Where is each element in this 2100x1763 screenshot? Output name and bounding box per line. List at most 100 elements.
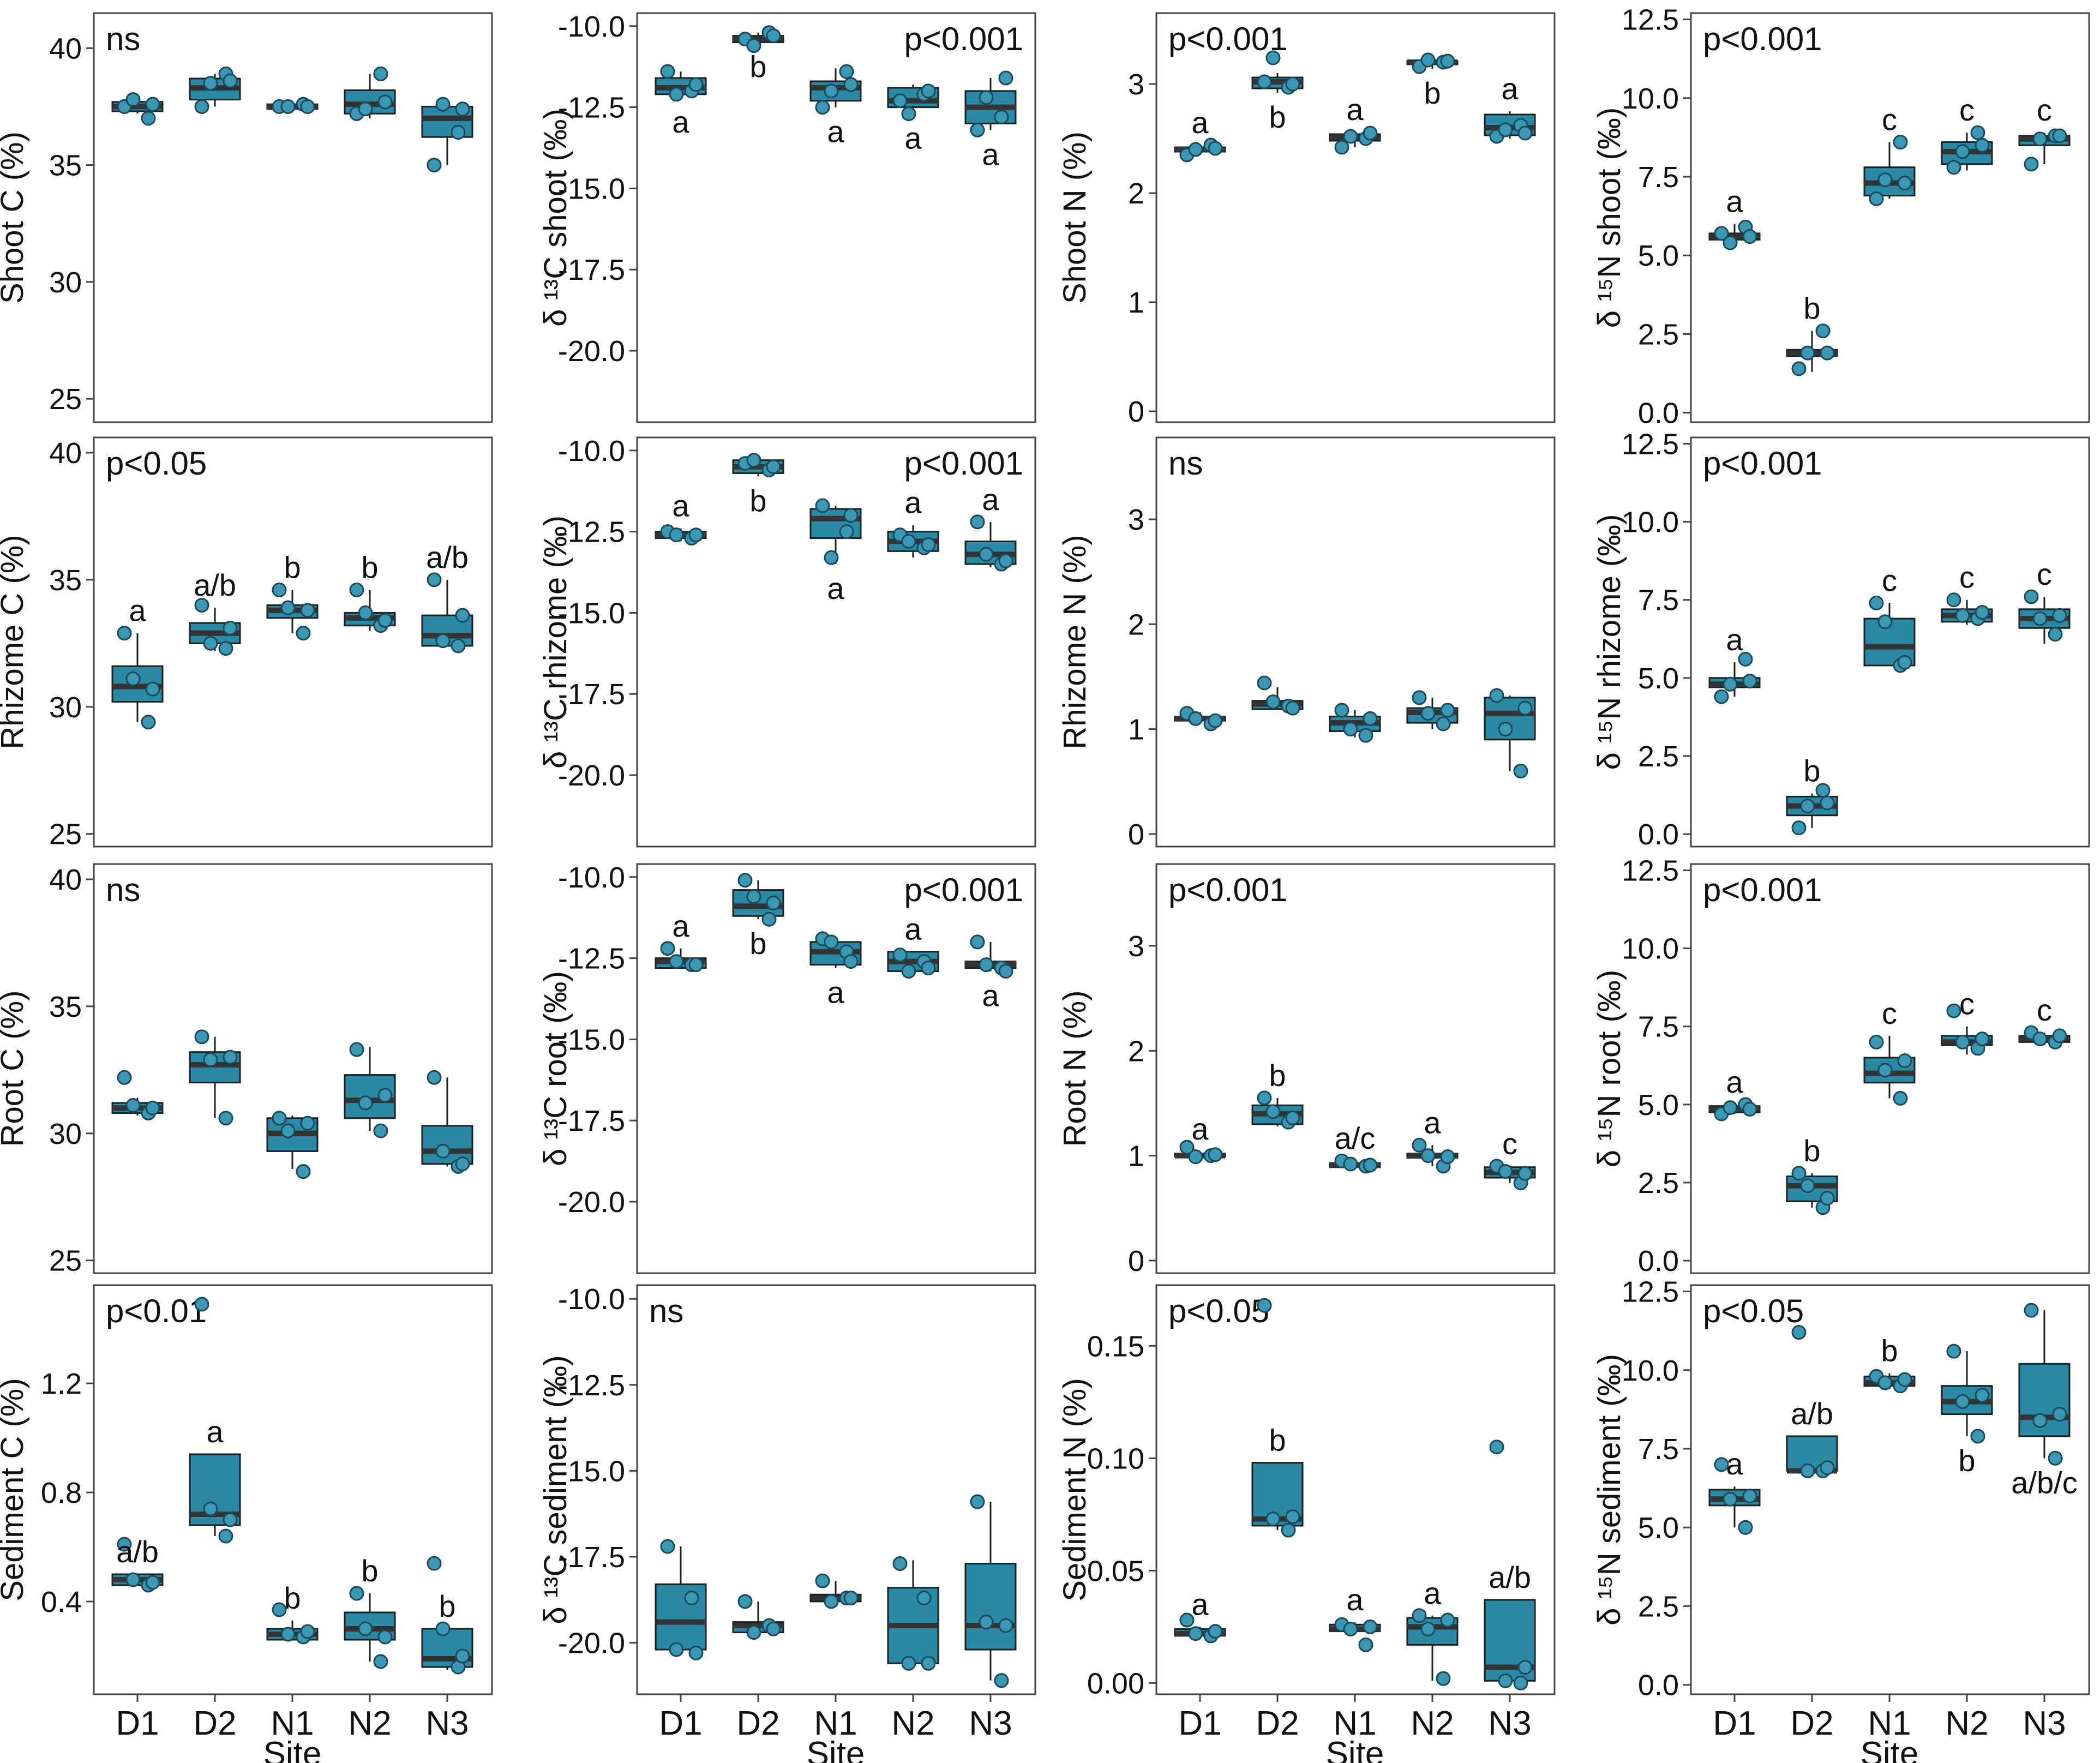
data-point [921,960,936,975]
p-value: ns [649,1293,683,1329]
data-point [1420,1621,1436,1636]
data-point [766,28,781,44]
data-point [746,889,761,904]
y-axis-label: Rhizome N (%) [1057,535,1093,749]
data-point [1897,1372,1912,1387]
group-letter: b [1803,1134,1820,1168]
y-tick-label: 10.0 [1622,1354,1679,1387]
y-axis-label: Sediment N (%) [1057,1378,1093,1601]
group-letter: b [284,1581,301,1615]
data-point [1517,1660,1533,1675]
y-tick-label: 3 [1128,68,1144,101]
x-tick-label: N1 [1333,1705,1376,1742]
data-point [349,1042,364,1057]
data-point [970,1494,985,1509]
y-tick-label: -17.5 [558,1541,625,1574]
p-value: ns [106,21,140,57]
y-tick-label: -20.0 [558,1627,625,1659]
y-tick-label: 2 [1128,1035,1144,1068]
data-point [1975,605,1990,620]
group-letter: b [749,483,766,518]
data-point [1343,1621,1358,1636]
y-tick-label: 40 [49,437,82,470]
group-letter: b [284,550,301,585]
data-point [688,77,704,92]
data-point [377,613,393,628]
data-point [2024,1303,2039,1318]
group-letter: c [2037,993,2052,1027]
data-point [2032,131,2048,147]
x-tick-label: N2 [891,1705,934,1742]
data-point [1363,711,1378,726]
data-point [1265,1512,1281,1527]
y-axis-label: Shoot N (%) [1057,131,1093,304]
data-point [1946,592,1961,608]
y-tick-label: 0.0 [1638,1245,1679,1278]
data-point [377,1088,393,1103]
y-tick-label: 25 [49,818,82,851]
x-axis-label: Site [1861,1735,1919,1763]
group-letter: a [982,482,999,517]
data-point [824,83,839,99]
group-letter: a/b [426,540,469,574]
group-letter: b [439,1589,455,1623]
plot-frame [1690,436,2090,848]
group-letter: a/b [194,568,236,602]
data-point [1791,820,1807,836]
data-point [373,1123,388,1138]
group-letter: c [1882,996,1897,1030]
y-tick-label: 2.5 [1638,1590,1679,1623]
group-letter: a [1726,1447,1743,1481]
data-point [203,1052,218,1068]
y-tick-label: 25 [49,383,82,416]
data-point [1281,1522,1296,1538]
y-tick-label: 40 [49,863,82,896]
data-point [435,633,451,649]
data-point [824,1594,839,1609]
group-letter: a [672,105,689,139]
y-tick-label: 10.0 [1622,506,1679,539]
panel-root-n: 0 1 2 3 Root N (%) p<0.001 a b a/c a c [1057,863,1556,1278]
data-point [223,73,238,88]
y-axis-label: δ ¹⁵N shoot (‰) [1592,107,1627,328]
data-point [1420,52,1436,68]
data-point [300,603,315,618]
data-point [1820,345,1835,361]
p-value: ns [106,872,140,908]
data-point [1815,323,1831,339]
data-point [815,100,830,115]
y-tick-label: 7.5 [1638,584,1679,617]
data-point [203,1501,218,1516]
data-point [2052,1407,2067,1422]
group-letter: a [672,489,689,523]
data-point [901,106,916,122]
data-point [1742,1101,1757,1117]
y-tick-label: -10.0 [558,1283,625,1316]
data-point [1498,122,1513,137]
y-tick-label: 0.10 [1087,1442,1144,1475]
data-point [1946,160,1961,175]
y-tick-label: 5.0 [1638,1512,1679,1544]
data-point [1285,1509,1300,1524]
y-tick-label: -10.0 [558,10,625,43]
group-letter: a [206,1414,224,1449]
x-tick-label: D2 [736,1705,779,1742]
data-point [1975,1388,1990,1403]
data-point [892,948,908,963]
y-tick-label: 2.5 [1638,740,1679,773]
y-axis-label: Root C (%) [0,991,30,1147]
p-value: p<0.05 [1168,1293,1269,1329]
data-point [921,1656,936,1671]
data-point [223,1512,238,1527]
data-point [843,508,859,523]
group-letter: b [1958,1443,1975,1478]
data-point [746,453,761,468]
data-point [1440,53,1455,69]
group-letter: b [1881,1334,1898,1368]
data-point [824,934,839,950]
y-tick-label: 30 [49,266,82,299]
group-letter: b [1803,754,1820,788]
data-point [839,524,854,539]
data-point [1893,135,1908,150]
data-point [427,158,442,173]
